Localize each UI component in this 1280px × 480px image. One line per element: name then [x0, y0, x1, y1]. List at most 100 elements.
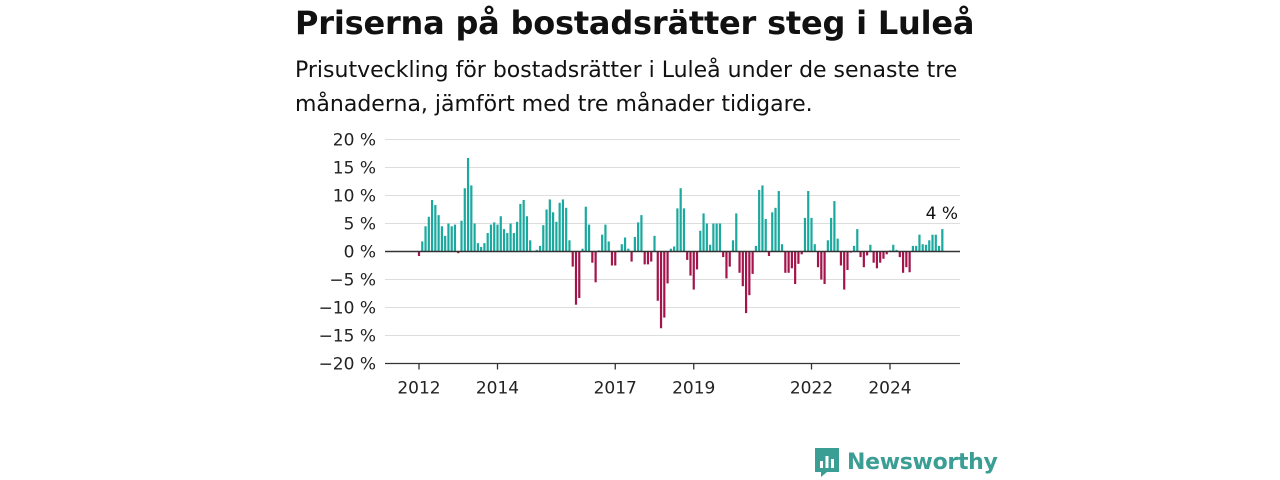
bar	[470, 185, 473, 252]
bar	[718, 223, 722, 252]
x-tick-label: 2017	[594, 379, 637, 399]
bar	[843, 251, 846, 290]
bar	[833, 201, 836, 252]
x-tick-label: 2024	[868, 379, 911, 399]
bar	[486, 233, 489, 252]
bar	[637, 222, 640, 252]
bar	[450, 226, 453, 252]
bar	[646, 251, 650, 265]
bar	[780, 244, 784, 252]
bar	[679, 188, 682, 252]
brand-name: Newsworthy	[847, 449, 998, 475]
bar	[457, 251, 460, 254]
bar	[565, 207, 568, 252]
bar	[483, 243, 486, 252]
bar	[584, 206, 587, 252]
bar	[901, 251, 905, 273]
bar	[434, 205, 437, 252]
bar	[918, 234, 921, 252]
bar	[905, 251, 908, 268]
bar	[529, 240, 532, 252]
bar	[689, 251, 692, 276]
bar	[738, 251, 741, 273]
bar	[911, 245, 914, 252]
x-tick-label: 2019	[672, 379, 715, 399]
bar	[460, 220, 463, 252]
y-tick-label: −20 %	[319, 355, 376, 375]
bar	[673, 246, 676, 252]
bar	[568, 240, 571, 252]
bar	[807, 191, 810, 252]
bar	[663, 251, 666, 318]
bar	[506, 233, 509, 252]
bar	[555, 221, 558, 252]
bar	[676, 208, 679, 252]
bar	[823, 251, 826, 284]
bar	[712, 223, 715, 252]
bar	[627, 248, 630, 252]
bar	[859, 251, 862, 258]
bar	[790, 251, 793, 269]
bar	[744, 251, 748, 314]
annotations: 4 %	[926, 204, 958, 224]
bar	[751, 251, 754, 274]
bar	[767, 251, 771, 256]
bar	[764, 219, 767, 252]
bar	[722, 251, 725, 258]
bar	[758, 189, 761, 252]
y-tick-label: 15 %	[333, 159, 376, 179]
bar	[921, 244, 924, 252]
bar	[463, 188, 466, 252]
bar	[561, 199, 565, 252]
bar	[545, 209, 548, 252]
bar	[591, 251, 594, 263]
grid-layer	[385, 139, 960, 336]
bar	[656, 251, 659, 301]
bar	[653, 235, 656, 252]
bar	[630, 251, 633, 262]
bar	[516, 221, 519, 252]
chart-subtitle: Prisutveckling för bostadsrätter i Luleå…	[295, 58, 958, 117]
bar	[453, 224, 457, 252]
bar	[466, 157, 470, 252]
bar	[836, 238, 839, 252]
bar	[552, 212, 555, 252]
bar	[813, 244, 816, 252]
bar	[934, 234, 937, 252]
bar	[931, 234, 934, 252]
bar	[614, 251, 617, 266]
bar	[633, 236, 636, 252]
bar	[421, 241, 424, 252]
bar	[430, 199, 434, 252]
bar	[640, 215, 643, 252]
bar	[695, 251, 699, 270]
bar	[686, 251, 689, 260]
bar	[748, 251, 751, 296]
bar	[525, 216, 529, 252]
bar	[741, 251, 744, 287]
y-tick-label: 0 %	[344, 243, 376, 263]
bar	[601, 234, 604, 252]
bar	[924, 244, 928, 252]
last-value-label: 4 %	[926, 204, 958, 224]
y-tick-label: 20 %	[333, 131, 376, 151]
bar	[879, 251, 882, 263]
bar	[444, 235, 447, 252]
bar	[774, 207, 777, 252]
bar	[512, 233, 515, 252]
bar	[548, 199, 551, 252]
y-tick-label: −10 %	[319, 299, 376, 319]
bar	[725, 251, 728, 279]
bar	[417, 251, 421, 256]
bar	[869, 244, 872, 252]
bar	[820, 251, 823, 280]
bar	[496, 224, 499, 252]
bar	[839, 251, 843, 266]
bar	[607, 241, 610, 252]
bar	[623, 237, 627, 252]
bar	[846, 251, 849, 270]
bar	[915, 245, 918, 252]
bar	[437, 215, 440, 252]
x-tick-label: 2014	[476, 379, 519, 399]
